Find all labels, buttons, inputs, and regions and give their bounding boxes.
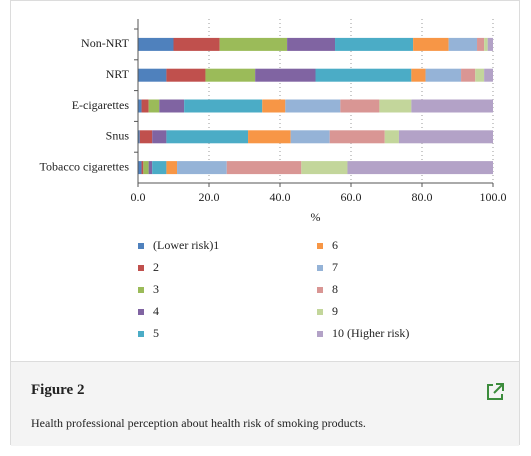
bar-segment: [448, 37, 478, 51]
figure-caption: Health professional perception about hea…: [31, 416, 366, 430]
legend-label: 8: [332, 282, 338, 296]
y-tick-label: E-cigarettes: [72, 98, 130, 112]
bar-segment: [148, 161, 153, 175]
bar-segment: [166, 161, 178, 175]
bar-segment: [148, 99, 160, 113]
bar-segment: [475, 68, 485, 82]
bar-segment: [347, 161, 493, 175]
legend-label: 3: [153, 282, 159, 296]
figure-label: Figure 2: [31, 382, 85, 398]
bar-segment: [152, 161, 167, 175]
bar-segment: [152, 130, 167, 144]
bar-segment: [384, 130, 399, 144]
bar-segment: [141, 99, 149, 113]
bar-segment: [315, 68, 412, 82]
bar-segment: [335, 37, 414, 51]
bar-segment: [290, 130, 330, 144]
x-tick-label: 40.0: [270, 190, 291, 204]
legend-label: (Lower risk)1: [153, 238, 219, 252]
bar-segment: [461, 68, 476, 82]
y-tick-label: NRT: [106, 67, 130, 81]
legend-swatch: [317, 265, 323, 271]
legend-label: 2: [153, 260, 159, 274]
bar-segment: [411, 99, 493, 113]
bar-segment: [166, 130, 249, 144]
legend-swatch: [138, 287, 144, 293]
legend-swatch: [138, 265, 144, 271]
x-tick-label: 0.0: [131, 190, 146, 204]
caption-panel: Figure 2 Health professional perception …: [11, 361, 519, 446]
bar-segment: [138, 161, 142, 175]
bar-segment: [477, 37, 485, 51]
open-figure-link[interactable]: [485, 382, 505, 402]
bar-segment: [255, 68, 316, 82]
bar-segment: [379, 99, 412, 113]
bar-segment: [143, 161, 149, 175]
bar-segment: [219, 37, 288, 51]
y-tick-label: Snus: [106, 129, 130, 143]
bar-segment: [138, 130, 140, 144]
bar-segment: [173, 37, 220, 51]
bar-segment: [159, 99, 185, 113]
y-tick-label: Non-NRT: [81, 36, 130, 50]
bar-segment: [340, 99, 380, 113]
legend-swatch: [138, 331, 144, 337]
legend-label: 6: [332, 238, 338, 252]
legend-swatch: [317, 243, 323, 249]
bar-segment: [285, 99, 341, 113]
x-tick-label: 100.0: [480, 190, 507, 204]
bar-segment: [484, 68, 493, 82]
bar-segment: [411, 68, 426, 82]
bar-segment: [166, 68, 206, 82]
bar-segment: [141, 161, 144, 175]
bar-segment: [398, 130, 493, 144]
bar-segment: [487, 37, 493, 51]
bar-segment: [138, 37, 174, 51]
bar-segment: [301, 161, 348, 175]
x-axis-label: %: [311, 210, 321, 224]
legend-swatch: [317, 309, 323, 315]
bar-segment: [425, 68, 462, 82]
bar-segment: [413, 37, 449, 51]
bar-segment: [226, 161, 302, 175]
legend-label: 9: [332, 304, 338, 318]
x-tick-label: 20.0: [199, 190, 220, 204]
x-tick-label: 80.0: [412, 190, 433, 204]
bar-segment: [184, 99, 263, 113]
x-tick-label: 60.0: [341, 190, 362, 204]
bar-segment: [262, 99, 286, 113]
bar-segment: [138, 68, 167, 82]
y-tick-label: Tobacco cigarettes: [40, 159, 130, 173]
chart: 0.0 20.0 40.0 60.0 80.0 100.0% Non-NRT NRT E-cig…: [40, 19, 507, 340]
figure-frame: 0.0 20.0 40.0 60.0 80.0 100.0% Non-NRT NRT E-cig…: [10, 0, 520, 446]
legend-swatch: [317, 287, 323, 293]
bar-segment: [287, 37, 336, 51]
legend-label: 7: [332, 260, 338, 274]
bar-segment: [139, 130, 153, 144]
legend-label: 10 (Higher risk): [332, 326, 409, 340]
legend-label: 5: [153, 326, 159, 340]
bar-segment: [329, 130, 385, 144]
bar-segment: [138, 99, 142, 113]
legend-label: 4: [153, 304, 159, 318]
legend-swatch: [138, 309, 144, 315]
legend-swatch: [317, 331, 323, 337]
bar-segment: [177, 161, 227, 175]
bar-segment: [248, 130, 291, 144]
bar-segment: [484, 37, 488, 51]
legend-swatch: [138, 243, 144, 249]
bar-segment: [205, 68, 256, 82]
